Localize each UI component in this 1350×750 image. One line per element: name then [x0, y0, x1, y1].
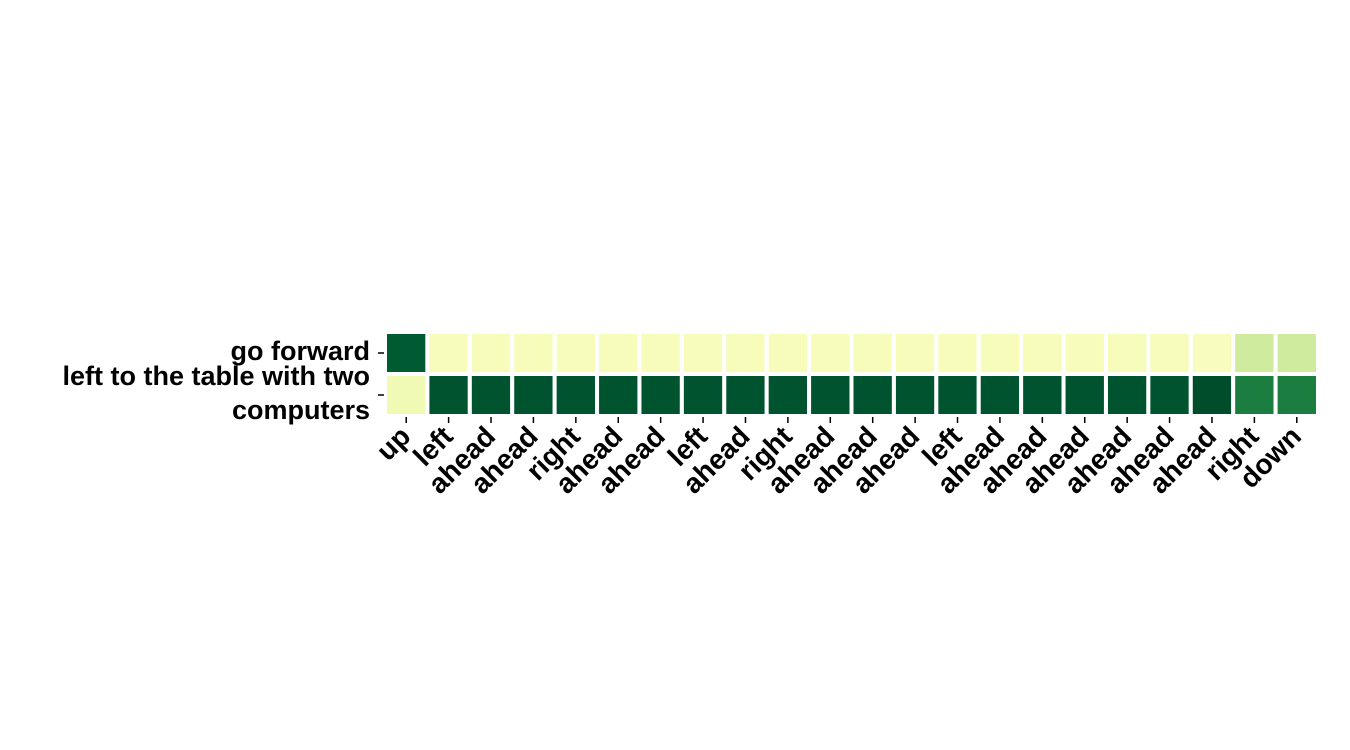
heatmap-cell [679, 372, 727, 418]
heatmap-cell [934, 372, 981, 418]
heatmap-cell [1103, 330, 1151, 376]
heatmap-cell [510, 330, 557, 376]
heatmap-cell [891, 372, 939, 418]
y-tick-label: left to the table with two [63, 361, 370, 391]
heatmap-cell [1146, 372, 1193, 418]
heatmap-cell [722, 372, 769, 418]
heatmap-cell [1231, 372, 1278, 418]
heatmap-cell [764, 330, 812, 376]
heatmap-cell [552, 330, 600, 376]
heatmap-cell [976, 372, 1024, 418]
heatmap-cell [1061, 330, 1108, 376]
heatmap-cell [1231, 330, 1278, 376]
heatmap-cell [637, 330, 684, 376]
heatmap-cell [595, 330, 642, 376]
heatmap-cell [976, 330, 1024, 376]
heatmap-cell [1103, 372, 1151, 418]
heatmap-cell [595, 372, 642, 418]
heatmap-cell [1188, 372, 1236, 418]
heatmap-cell [425, 330, 472, 376]
heatmap-cell [637, 372, 684, 418]
heatmap-cell [891, 330, 939, 376]
heatmap-cell [425, 372, 472, 418]
heatmap-cell [849, 330, 896, 376]
heatmap-cell [467, 372, 515, 418]
heatmap-cell [1273, 372, 1321, 418]
heatmap-cell [510, 372, 557, 418]
heatmap-cell [552, 372, 600, 418]
x-tick-label: up [370, 420, 416, 466]
heatmap-cell [1146, 330, 1193, 376]
heatmap-cell [764, 372, 812, 418]
heatmap-cell [383, 330, 430, 376]
heatmap-cell [807, 330, 854, 376]
y-tick-label: go forward [231, 336, 371, 366]
heatmap-cell [383, 372, 430, 418]
heatmap-cell [849, 372, 896, 418]
heatmap-cell [807, 372, 854, 418]
y-tick-label: computers [232, 395, 370, 425]
heatmap-cell [1019, 330, 1066, 376]
heatmap-cell [467, 330, 515, 376]
heatmap-cell [679, 330, 727, 376]
heatmap-cells [383, 330, 1321, 418]
heatmap-cell [1188, 330, 1236, 376]
heatmap-cell [1019, 372, 1066, 418]
heatmap-cell [934, 330, 981, 376]
heatmap-cell [722, 330, 769, 376]
heatmap-cell [1061, 372, 1108, 418]
heatmap-cell [1273, 330, 1321, 376]
x-axis: upleftaheadaheadrightaheadaheadleftahead… [370, 417, 1307, 499]
